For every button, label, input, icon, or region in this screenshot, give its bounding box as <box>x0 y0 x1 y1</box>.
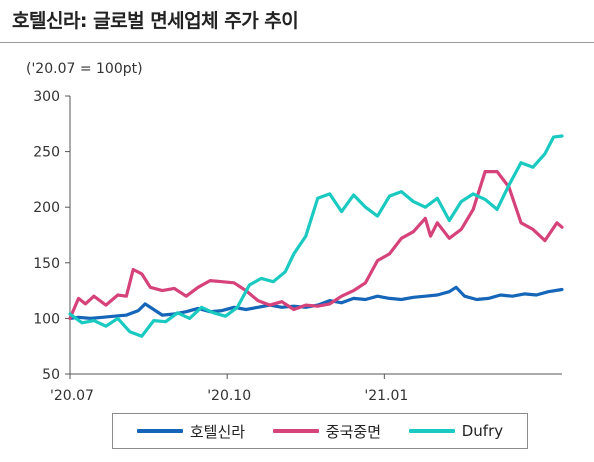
y-tick-label: 100 <box>33 311 60 327</box>
legend-label: 중국중면 <box>325 422 381 441</box>
chart-legend: 호텔신라 중국중면 Dufry <box>112 413 528 449</box>
title-divider <box>0 42 594 43</box>
chart-title: 호텔신라: 글로벌 면세업체 주가 추이 <box>12 10 299 32</box>
legend-swatch-hotel-shilla <box>136 429 183 433</box>
legend-swatch-dufry <box>408 429 455 433</box>
legend-item: Dufry <box>408 422 504 440</box>
y-tick-label: 300 <box>33 89 60 105</box>
legend-label: 호텔신라 <box>189 422 246 441</box>
y-tick-label: 150 <box>33 256 60 272</box>
series-layer <box>68 134 564 338</box>
legend-swatch-ctg <box>272 429 319 433</box>
legend-item: 호텔신라 <box>136 421 246 442</box>
x-tick-label: '20.10 <box>207 388 251 404</box>
y-tick-label: 50 <box>42 367 60 383</box>
y-tick-label: 200 <box>33 200 60 216</box>
series-line-ctg <box>68 170 564 320</box>
series-line-hotel-shilla <box>68 285 564 320</box>
x-tick-label: '21.01 <box>364 388 408 404</box>
unit-note: ('20.07 = 100pt) <box>26 61 143 77</box>
x-tick-label: '20.07 <box>50 388 94 404</box>
legend-label: Dufry <box>461 422 504 440</box>
chart-axes: 50 100 150 200 250 300 '20.07 '20.10 '21.01 <box>33 89 562 404</box>
legend-item: 중국중면 <box>272 421 381 442</box>
y-tick-label: 250 <box>33 145 60 161</box>
series-line-dufry <box>68 134 564 338</box>
